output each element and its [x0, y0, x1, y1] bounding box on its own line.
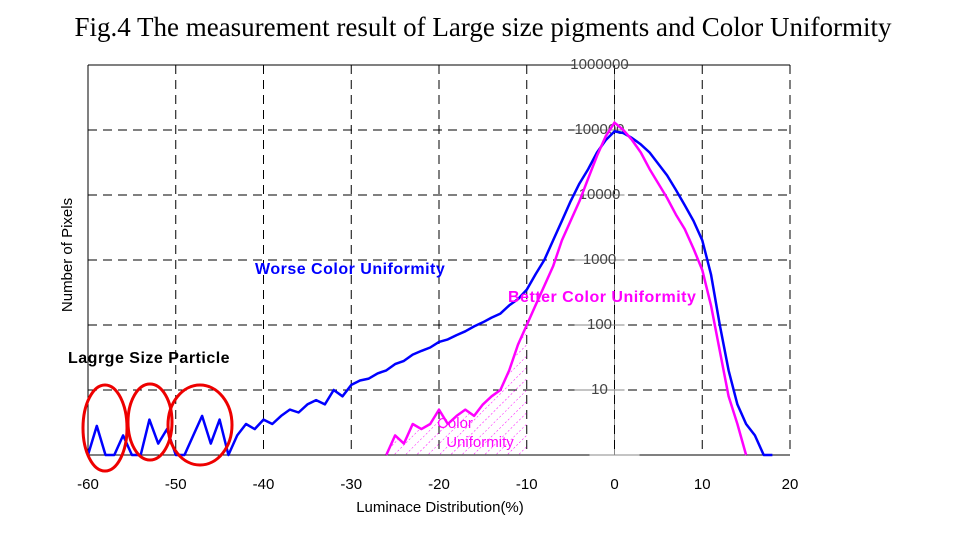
x-tick-label: -40	[253, 476, 275, 493]
x-tick-label: -20	[428, 476, 450, 493]
x-tick-label: -30	[340, 476, 362, 493]
series-line	[86, 130, 773, 457]
x-tick-label: -60	[77, 476, 99, 493]
x-tick-label: 20	[782, 476, 799, 493]
y-tick-label: 10	[591, 381, 608, 398]
annotation: Color	[437, 415, 473, 432]
y-tick-label: 100	[587, 316, 612, 333]
x-tick-label: -50	[165, 476, 187, 493]
chart-title: Fig.4 The measurement result of Large si…	[74, 12, 892, 42]
hatch	[386, 325, 527, 455]
y-tick-label: 1000	[583, 251, 616, 268]
highlight	[166, 383, 234, 467]
x-tick-label: -10	[516, 476, 538, 493]
annotation: Better Color Uniformity	[508, 289, 696, 306]
y-axis-label: Number of Pixels	[59, 198, 76, 312]
highlight	[81, 383, 129, 473]
annotation: Lagrge Size Particle	[68, 350, 230, 367]
annotation: Uniformity	[446, 434, 514, 451]
highlight	[126, 382, 174, 462]
y-tick-label: 10000	[579, 186, 621, 203]
annotation: Worse Color Uniformity	[255, 261, 445, 278]
hatched-area	[386, 325, 527, 455]
x-axis-label: Luminace Distribution(%)	[356, 499, 524, 516]
x-tick-label: 10	[694, 476, 711, 493]
y-tick-label: 1000000	[570, 56, 628, 73]
x-tick-label: 0	[610, 476, 618, 493]
series-line	[385, 121, 748, 456]
